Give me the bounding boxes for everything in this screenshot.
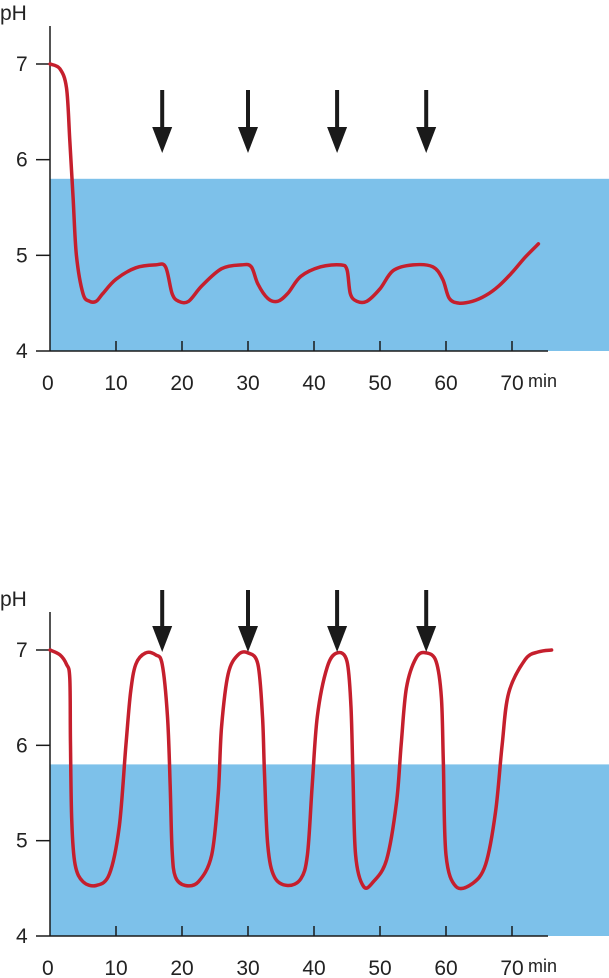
- y-axis-title: pH: [0, 2, 27, 25]
- x-tick-label: 50: [368, 957, 391, 978]
- ph-curve: [48, 648, 554, 891]
- feeding-arrow-head: [416, 127, 437, 153]
- y-tick-label: 4: [16, 340, 28, 363]
- feeding-arrow-head: [238, 127, 258, 153]
- y-tick-label: 5: [16, 244, 28, 267]
- x-tick-label: 20: [170, 957, 193, 978]
- x-tick-label: 10: [104, 957, 127, 978]
- x-tick-label: 30: [236, 372, 259, 395]
- feeding-arrow-head: [416, 626, 437, 652]
- x-unit-label: min: [528, 371, 557, 391]
- feeding-arrow-head: [238, 626, 258, 652]
- feeding-arrow-head: [152, 626, 173, 652]
- x-tick-label: 50: [368, 372, 391, 395]
- x-tick-label: 0: [42, 372, 54, 395]
- feeding-arrow-head: [152, 127, 173, 153]
- x-tick-label: 60: [434, 957, 457, 978]
- y-tick-label: 6: [16, 149, 28, 172]
- y-tick-label: 7: [16, 53, 28, 76]
- target-ph-band: [50, 764, 609, 936]
- x-tick-label: 10: [104, 372, 127, 395]
- x-tick-label: 0: [42, 957, 54, 978]
- x-tick-label: 60: [434, 372, 457, 395]
- x-tick-label: 30: [236, 957, 259, 978]
- x-tick-label: 70: [500, 957, 523, 978]
- x-unit-label: min: [528, 956, 557, 976]
- x-tick-label: 20: [170, 372, 193, 395]
- y-tick-label: 4: [16, 925, 28, 948]
- x-tick-label: 70: [500, 372, 523, 395]
- ph-curve: [48, 62, 541, 306]
- feeding-arrow-head: [327, 127, 348, 153]
- feeding-arrow-head: [327, 626, 348, 652]
- x-tick-label: 40: [302, 957, 325, 978]
- y-tick-label: 6: [16, 734, 28, 757]
- y-axis-title: pH: [0, 588, 27, 611]
- y-tick-label: 7: [16, 639, 28, 662]
- x-tick-label: 40: [302, 372, 325, 395]
- y-tick-label: 5: [16, 830, 28, 853]
